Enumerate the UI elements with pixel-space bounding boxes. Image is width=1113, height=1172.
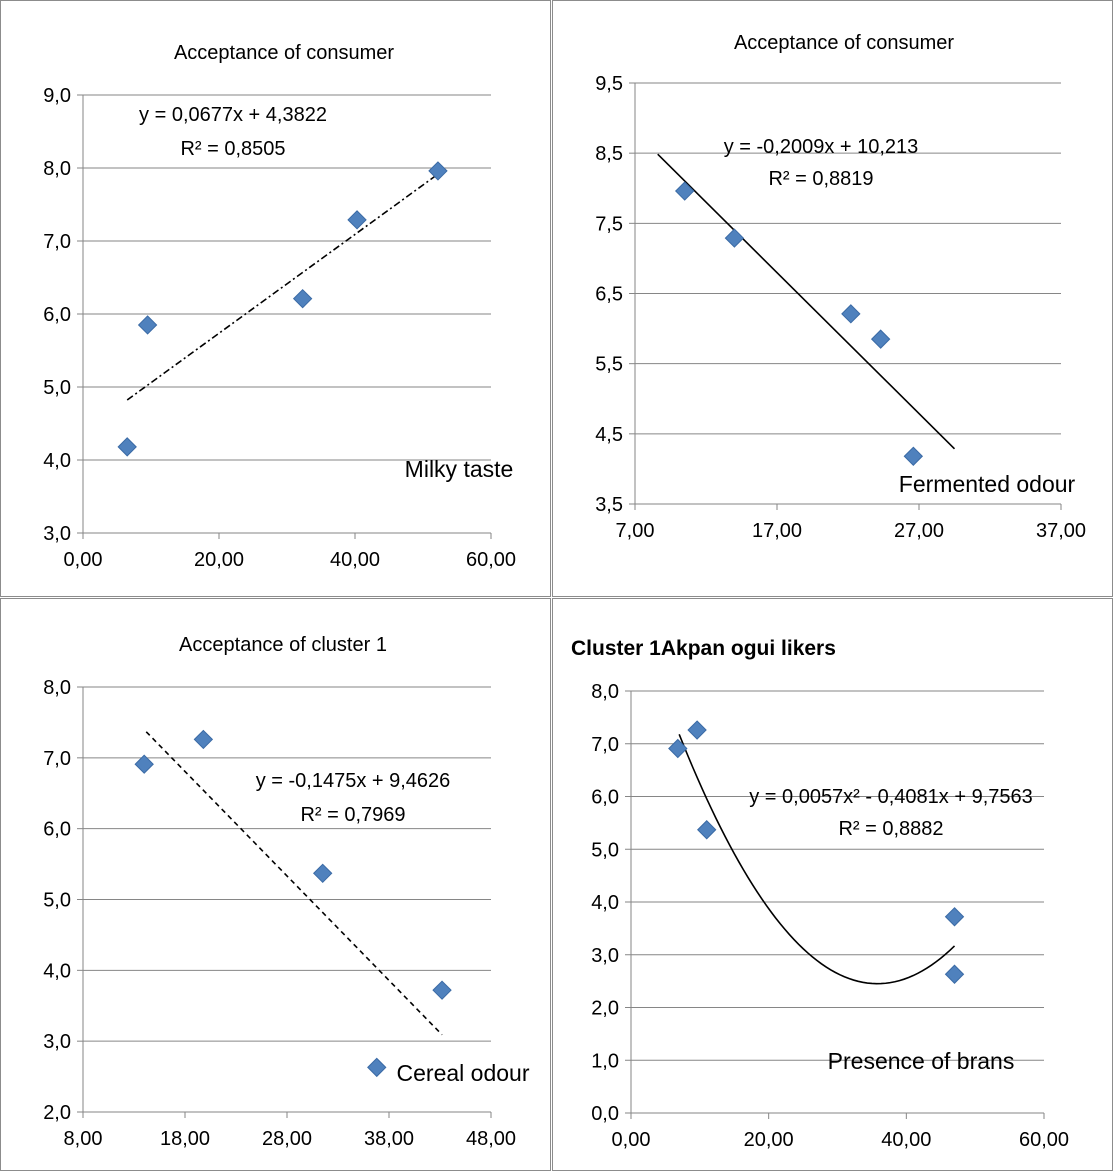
y-tick-label: 2,0 — [43, 1102, 71, 1124]
y-tick-label: 1,0 — [591, 1050, 619, 1072]
chart-title: Acceptance of consumer — [734, 32, 954, 54]
data-point — [193, 729, 214, 750]
chart-svg-fermented-odour: Acceptance of consumer 3,5 4,5 5,5 6,5 7,5 8,5… — [595, 32, 1086, 542]
y-tick-label: 7,0 — [43, 748, 71, 770]
data-point — [674, 181, 695, 201]
x-tick-label: 40,00 — [330, 549, 380, 571]
data-point — [724, 228, 745, 248]
y-tick-label: 2,0 — [591, 998, 619, 1020]
r-squared-label: R² = 0,7969 — [300, 804, 405, 826]
trendline — [145, 731, 443, 1036]
y-tick-label: 5,0 — [591, 839, 619, 861]
x-tick-label: 60,00 — [466, 549, 516, 571]
x-tick-label: 20,00 — [744, 1129, 794, 1151]
data-point — [117, 437, 137, 457]
x-tick-label: 17,00 — [752, 520, 802, 542]
data-point — [697, 820, 717, 840]
y-tick-label: 6,0 — [43, 819, 71, 841]
y-tick-label: 8,0 — [591, 681, 619, 703]
y-tick-label: 8,0 — [43, 677, 71, 699]
x-tick-label: 60,00 — [1019, 1129, 1069, 1151]
y-tick-label: 3,5 — [595, 494, 623, 516]
y-tick-label: 8,0 — [43, 158, 71, 180]
data-point — [134, 754, 154, 774]
y-tick-label: 0,0 — [591, 1103, 619, 1125]
y-tick-label: 6,5 — [595, 284, 623, 306]
x-tick-label: 48,00 — [466, 1128, 516, 1150]
y-tick-label: 6,0 — [43, 304, 71, 326]
data-point — [367, 1057, 387, 1078]
x-tick-label: 38,00 — [364, 1128, 414, 1150]
chart-title: Acceptance of cluster 1 — [179, 634, 387, 656]
chart-panel-milky-taste: Acceptance of consumer 3,0 4,0 5,0 6,0 7,0 8,0… — [0, 0, 551, 597]
x-tick-label: 8,00 — [64, 1128, 103, 1150]
y-tick-label: 3,0 — [591, 945, 619, 967]
trendline-equation: y = -0,1475x + 9,4626 — [256, 770, 451, 792]
trendline-equation: y = 0,0677x + 4,3822 — [139, 104, 327, 126]
y-tick-label: 7,0 — [43, 231, 71, 253]
x-tick-label: 18,00 — [160, 1128, 210, 1150]
y-tick-label: 7,0 — [591, 734, 619, 756]
data-point — [428, 161, 448, 181]
trendline — [678, 734, 956, 985]
chart-title: Acceptance of consumer — [174, 42, 394, 64]
attribute-annotation: Presence of brans — [828, 1048, 1015, 1074]
data-point — [870, 329, 891, 349]
x-tick-label: 28,00 — [262, 1128, 312, 1150]
attribute-annotation: Fermented odour — [899, 471, 1076, 497]
data-point — [687, 720, 707, 740]
y-tick-label: 3,0 — [43, 523, 71, 545]
y-tick-label: 7,5 — [595, 213, 623, 235]
y-tick-label: 9,5 — [595, 73, 623, 95]
chart-title: Cluster 1Akpan ogui likers — [571, 637, 836, 660]
data-point — [668, 738, 688, 759]
y-tick-label: 6,0 — [591, 787, 619, 809]
trendline-equation: y = 0,0057x² - 0,4081x + 9,7563 — [749, 786, 1033, 808]
data-point — [432, 980, 452, 1000]
x-tick-label: 27,00 — [894, 520, 944, 542]
trendline — [126, 173, 439, 401]
r-squared-label: R² = 0,8505 — [180, 138, 285, 160]
attribute-annotation: Milky taste — [405, 456, 514, 482]
attribute-annotation: Cereal odour — [397, 1060, 530, 1086]
data-point — [137, 315, 158, 335]
chart-panel-cereal-odour: Acceptance of cluster 1 2,0 3,0 4,0 5,0 6,0 7,… — [0, 598, 551, 1171]
data-point — [944, 964, 965, 984]
y-tick-label: 4,0 — [43, 450, 71, 472]
chart-panel-fermented-odour: Acceptance of consumer 3,5 4,5 5,5 6,5 7,5 8,5… — [552, 0, 1113, 597]
x-tick-label: 20,00 — [194, 549, 244, 571]
data-point — [292, 288, 313, 309]
y-tick-label: 4,0 — [43, 960, 71, 982]
y-tick-label: 4,0 — [591, 892, 619, 914]
chart-svg-cereal-odour: Acceptance of cluster 1 2,0 3,0 4,0 5,0 6,0 7,… — [43, 634, 530, 1150]
data-point — [944, 907, 965, 927]
data-point — [841, 304, 861, 324]
x-tick-label: 0,00 — [64, 549, 103, 571]
r-squared-label: R² = 0,8882 — [838, 818, 943, 840]
r-squared-label: R² = 0,8819 — [768, 168, 873, 190]
y-tick-label: 5,0 — [43, 890, 71, 912]
y-tick-label: 4,5 — [595, 424, 623, 446]
y-tick-label: 3,0 — [43, 1031, 71, 1053]
trendline — [657, 153, 956, 450]
y-tick-label: 5,0 — [43, 377, 71, 399]
trendline-equation: y = -0,2009x + 10,213 — [724, 136, 919, 158]
chart-svg-milky-taste: Acceptance of consumer 3,0 4,0 5,0 6,0 7,0 8,0… — [43, 42, 516, 571]
y-tick-label: 8,5 — [595, 143, 623, 165]
x-tick-label: 0,00 — [612, 1129, 651, 1151]
y-tick-label: 9,0 — [43, 85, 71, 107]
chart-panel-presence-of-brans: Cluster 1Akpan ogui likers 0,0 1,0 2,0 3,0 4,… — [552, 598, 1113, 1171]
y-tick-label: 5,5 — [595, 354, 623, 376]
x-tick-label: 37,00 — [1036, 520, 1086, 542]
x-tick-label: 40,00 — [881, 1129, 931, 1151]
data-point — [347, 210, 367, 230]
data-point — [903, 446, 924, 466]
x-tick-label: 7,00 — [616, 520, 655, 542]
data-point — [312, 863, 333, 883]
chart-svg-presence-of-brans: Cluster 1Akpan ogui likers 0,0 1,0 2,0 3,0 4,… — [571, 637, 1069, 1151]
